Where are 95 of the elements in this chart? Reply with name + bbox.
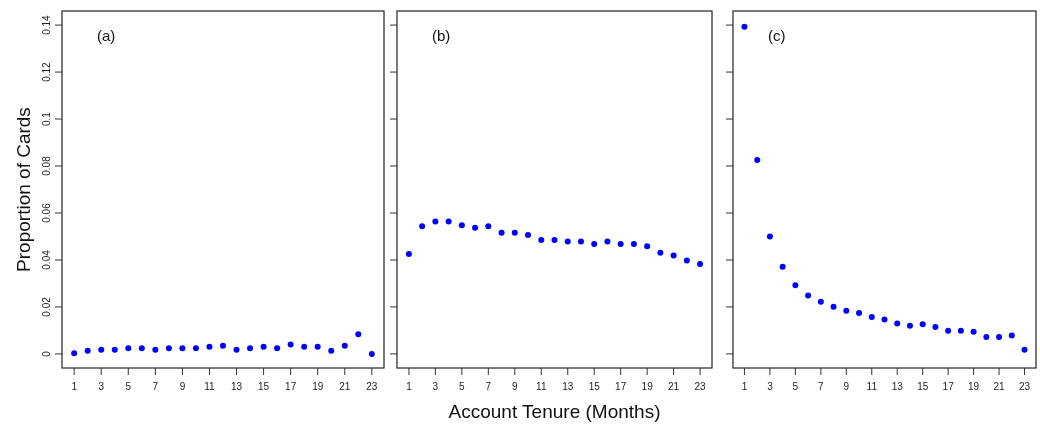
- x-tick-label: 21: [339, 381, 351, 392]
- x-tick-label: 1: [406, 381, 413, 392]
- point: [432, 218, 439, 225]
- x-tick-label: 21: [668, 381, 680, 392]
- x-tick-label: 3: [767, 381, 774, 392]
- x-tick-label: 3: [98, 381, 105, 392]
- x-tick-label: 17: [285, 381, 297, 392]
- point: [843, 307, 850, 314]
- point: [630, 240, 637, 247]
- point: [1008, 332, 1015, 339]
- point: [881, 316, 888, 323]
- x-tick-label: 13: [230, 381, 243, 392]
- point: [856, 310, 863, 317]
- point: [538, 237, 545, 243]
- x-tick-label: 11: [204, 381, 216, 392]
- y-tick-label: 0.1: [41, 111, 52, 126]
- x-tick-label: 23: [366, 381, 378, 392]
- point: [805, 292, 812, 299]
- point: [419, 223, 426, 230]
- y-tick-label: 0.02: [41, 296, 52, 317]
- x-tick-label: 5: [125, 381, 132, 392]
- point: [604, 238, 611, 245]
- x-tick-label: 17: [942, 381, 955, 392]
- point: [511, 229, 518, 236]
- x-tick-label: 23: [1018, 381, 1031, 392]
- x-tick-label: 7: [152, 381, 159, 392]
- point: [906, 322, 913, 329]
- point: [894, 320, 901, 327]
- x-tick-label: 1: [741, 381, 748, 392]
- y-tick-label: 0: [41, 350, 52, 357]
- x-tick-label: 9: [512, 381, 519, 392]
- x-tick-label: 17: [615, 381, 627, 392]
- point: [932, 323, 939, 330]
- annotation: (a): [97, 27, 116, 44]
- x-tick-label: 1: [71, 381, 78, 392]
- point: [741, 23, 748, 30]
- x-tick-label: 13: [562, 381, 574, 392]
- point: [792, 282, 799, 289]
- x-tick-label: 11: [866, 381, 878, 392]
- y-tick-label: 0.06: [41, 202, 52, 223]
- point: [498, 229, 505, 236]
- point: [445, 218, 452, 225]
- x-tick-label: 23: [694, 381, 707, 392]
- x-tick-label: 7: [485, 381, 492, 392]
- point: [485, 223, 492, 230]
- point: [779, 263, 786, 270]
- point: [957, 327, 964, 334]
- x-tick-label: 19: [968, 381, 980, 392]
- point: [683, 257, 690, 264]
- point: [617, 240, 624, 247]
- x-tick-label: 19: [641, 381, 654, 392]
- x-tick-label: 9: [843, 381, 850, 392]
- point: [564, 238, 571, 245]
- point: [472, 224, 479, 231]
- point: [657, 249, 664, 256]
- point: [766, 233, 773, 240]
- x-tick-label: 5: [792, 381, 799, 392]
- y-tick-label: 0.08: [41, 155, 52, 176]
- x-axis-title: Account Tenure (Months): [448, 401, 661, 422]
- x-tick-label: 19: [312, 381, 324, 392]
- point: [996, 334, 1003, 340]
- x-tick-label: 15: [588, 381, 601, 392]
- x-tick-label: 9: [179, 381, 186, 392]
- point: [983, 334, 990, 340]
- point: [919, 321, 926, 328]
- annotation: (b): [432, 27, 451, 44]
- x-tick-label: 13: [891, 381, 904, 392]
- x-tick-label: 15: [258, 381, 270, 392]
- x-tick-label: 21: [993, 381, 1006, 392]
- annotation: (c): [768, 27, 786, 44]
- point: [591, 240, 598, 247]
- point: [551, 237, 558, 243]
- point: [525, 232, 532, 239]
- point: [670, 252, 677, 259]
- y-tick-label: 0.14: [41, 14, 52, 35]
- x-tick-label: 15: [917, 381, 929, 392]
- x-tick-label: 7: [818, 381, 825, 392]
- point: [970, 328, 977, 335]
- y-axis-title: Proportion of Cards: [13, 107, 34, 272]
- x-tick-label: 11: [536, 381, 547, 392]
- point: [405, 251, 412, 258]
- y-tick-label: 0.04: [41, 249, 52, 270]
- y-tick-label: 0.12: [41, 61, 52, 82]
- point: [830, 303, 837, 310]
- point: [817, 298, 824, 305]
- point: [697, 260, 704, 267]
- point: [644, 243, 651, 250]
- point: [1021, 346, 1028, 353]
- point: [754, 156, 761, 163]
- point: [868, 314, 875, 321]
- point: [458, 222, 465, 229]
- point: [945, 327, 952, 334]
- point: [577, 238, 584, 245]
- x-tick-label: 5: [459, 381, 466, 392]
- x-tick-label: 3: [432, 381, 439, 392]
